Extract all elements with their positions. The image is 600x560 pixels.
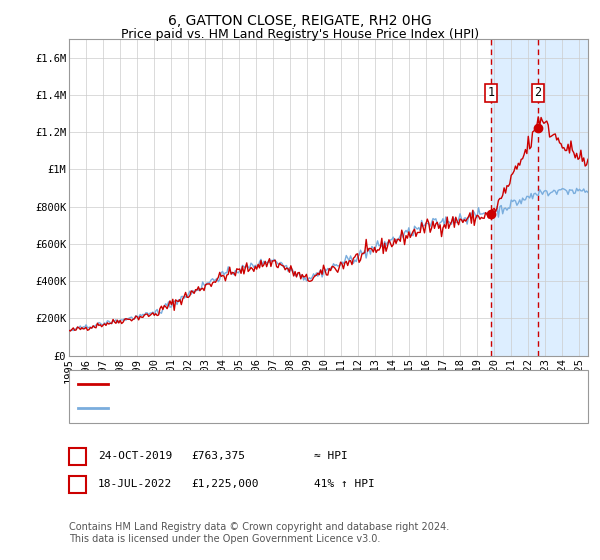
Text: 18-JUL-2022: 18-JUL-2022	[98, 479, 172, 489]
Text: 6, GATTON CLOSE, REIGATE, RH2 0HG: 6, GATTON CLOSE, REIGATE, RH2 0HG	[168, 14, 432, 28]
Text: £763,375: £763,375	[191, 451, 245, 461]
Text: HPI: Average price, detached house, Reigate and Banstead: HPI: Average price, detached house, Reig…	[114, 403, 492, 413]
Text: 2: 2	[74, 478, 81, 491]
Text: ≈ HPI: ≈ HPI	[314, 451, 347, 461]
Text: 6, GATTON CLOSE, REIGATE, RH2 0HG (detached house): 6, GATTON CLOSE, REIGATE, RH2 0HG (detac…	[114, 380, 452, 390]
Text: 41% ↑ HPI: 41% ↑ HPI	[314, 479, 374, 489]
Text: 24-OCT-2019: 24-OCT-2019	[98, 451, 172, 461]
Text: 1: 1	[488, 86, 495, 100]
Text: £1,225,000: £1,225,000	[191, 479, 259, 489]
Text: 1: 1	[74, 450, 81, 463]
Text: 2: 2	[534, 86, 541, 100]
Text: Contains HM Land Registry data © Crown copyright and database right 2024.
This d: Contains HM Land Registry data © Crown c…	[69, 522, 449, 544]
Text: Price paid vs. HM Land Registry's House Price Index (HPI): Price paid vs. HM Land Registry's House …	[121, 28, 479, 41]
Bar	[491, 39, 588, 356]
